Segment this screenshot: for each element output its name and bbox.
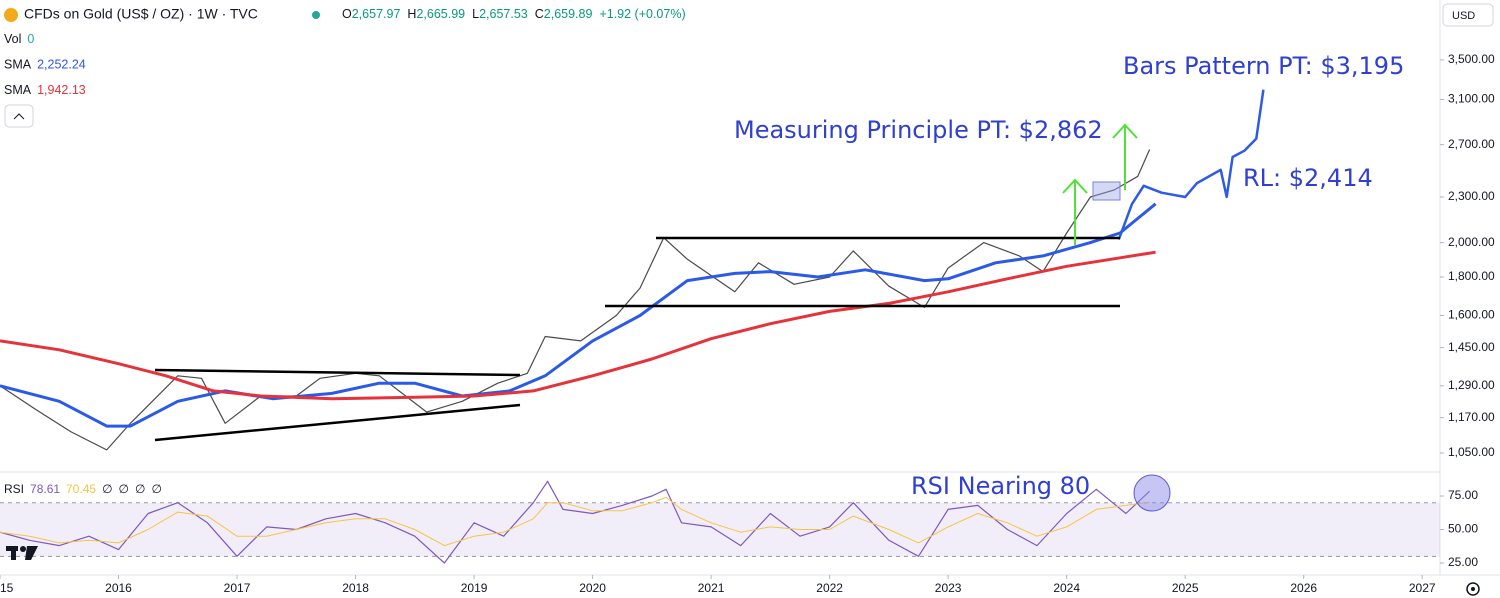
x-tick-label: 2017	[224, 581, 251, 595]
x-tick-label: 2027	[1409, 581, 1436, 595]
rsi-value: 78.61	[30, 482, 60, 496]
x-tick-label: 2016	[105, 581, 132, 595]
indicator-value: 0	[27, 32, 34, 46]
trendline	[154, 403, 521, 442]
x-tick-label: 2019	[461, 581, 488, 595]
ohlc-label: H	[407, 7, 416, 21]
currency: USD	[1452, 10, 1475, 22]
y-tick-label: 1,450.00	[1448, 340, 1495, 354]
indicator-name: Vol	[4, 32, 21, 46]
x-tick-label: 2022	[816, 581, 843, 595]
annotation: RSI Nearing 80	[911, 472, 1090, 500]
indicator-legend: SMA 1,942.13	[4, 83, 86, 97]
settings-icon-core	[1471, 587, 1475, 591]
rsi-value: ∅	[102, 482, 112, 496]
y-tick-label: 3,500.00	[1448, 52, 1495, 66]
annotation: RL: $2,414	[1243, 164, 1373, 192]
ohlc-value: 2,657.97	[352, 7, 401, 21]
currency-button[interactable]	[1442, 3, 1494, 27]
trendline	[154, 368, 521, 377]
collapse-button[interactable]	[4, 104, 34, 128]
indicator-value: 2,252.24	[37, 58, 86, 72]
logo-part	[11, 546, 16, 560]
x-tick-label: 2021	[698, 581, 725, 595]
indicator-value: 1,942.13	[37, 83, 86, 97]
rsi-band	[0, 502, 1440, 557]
y-tick-label: 1,600.00	[1448, 308, 1495, 322]
indicator-name: SMA	[4, 58, 32, 72]
x-tick-label: 2020	[579, 581, 606, 595]
x-tick-label: 2023	[935, 581, 962, 595]
rsi-legend: RSI 78.61 70.45 ∅ ∅ ∅ ∅	[4, 482, 162, 496]
tv-logo	[6, 546, 38, 560]
drawings	[154, 236, 1120, 442]
y-tick-label: 2,700.00	[1448, 137, 1495, 151]
arrow	[1062, 178, 1088, 245]
annotation: Measuring Principle PT: $2,862	[734, 116, 1103, 144]
y-tick-label: 25.00	[1448, 555, 1478, 569]
ohlc-value: 2,657.53	[479, 7, 528, 21]
ohlc-label: L	[472, 7, 479, 21]
y-tick-label: 2,300.00	[1448, 189, 1495, 203]
symbol-logo	[4, 8, 18, 22]
projection-line	[1117, 89, 1265, 240]
rsi-value: 70.45	[66, 482, 96, 496]
series-line	[0, 480, 1151, 564]
indicator-legend: Vol 0	[4, 32, 34, 46]
y-tick-label: 3,100.00	[1448, 92, 1495, 106]
annotation: Bars Pattern PT: $3,195	[1123, 52, 1404, 80]
indicator-legend: SMA 2,252.24	[4, 58, 86, 72]
x-tick-label: 2025	[1172, 581, 1199, 595]
ohlc-label: C	[535, 7, 544, 21]
x-tick-label: 2015	[0, 581, 14, 595]
rsi-highlight	[1133, 474, 1171, 512]
plot-area: 1,050.00 1,170.00 1,290.00 1,450.00 1,600.00…	[0, 52, 1495, 595]
ohlc: O2,657.97 H2,665.99 L2,657.53 C2,659.89 +1.9…	[342, 7, 686, 21]
indicator-name: SMA	[4, 83, 32, 97]
y-tick-label: 2,000.00	[1448, 235, 1495, 249]
bars-pattern-box	[1092, 181, 1121, 201]
logo-part	[20, 546, 26, 552]
ohlc-label: O	[342, 7, 352, 21]
arrows	[1062, 123, 1138, 245]
rsi-value: ∅	[151, 482, 161, 496]
collapse-icon	[13, 113, 25, 120]
rsi-value: ∅	[135, 482, 145, 496]
y-tick-label: 75.00	[1448, 488, 1478, 502]
rsi-value: ∅	[119, 482, 129, 496]
market-status	[312, 11, 320, 19]
x-tick-label: 2018	[342, 581, 369, 595]
settings-icon[interactable]	[1466, 582, 1480, 596]
rsi-title: RSI	[4, 482, 24, 496]
series-line	[0, 496, 1150, 547]
ohlc-value: 2,659.89	[544, 7, 593, 21]
series-line	[0, 250, 1156, 401]
ohlc-change: +1.92 (+0.07%)	[599, 7, 685, 21]
y-tick-label: 1,170.00	[1448, 410, 1495, 424]
series-line	[0, 202, 1157, 428]
x-tick-label: 2024	[1053, 581, 1080, 595]
logo-part	[25, 546, 38, 560]
y-tick-label: 1,050.00	[1448, 445, 1495, 459]
y-tick-label: 50.00	[1448, 522, 1478, 536]
y-tick-label: 1,290.00	[1448, 378, 1495, 392]
symbol-title[interactable]: CFDs on Gold (US$ / OZ) · 1W · TVC	[24, 6, 258, 22]
x-tick-label: 2026	[1290, 581, 1317, 595]
arrow	[1112, 123, 1138, 190]
y-tick-label: 1,800.00	[1448, 269, 1495, 283]
ohlc-value: 2,665.99	[416, 7, 465, 21]
